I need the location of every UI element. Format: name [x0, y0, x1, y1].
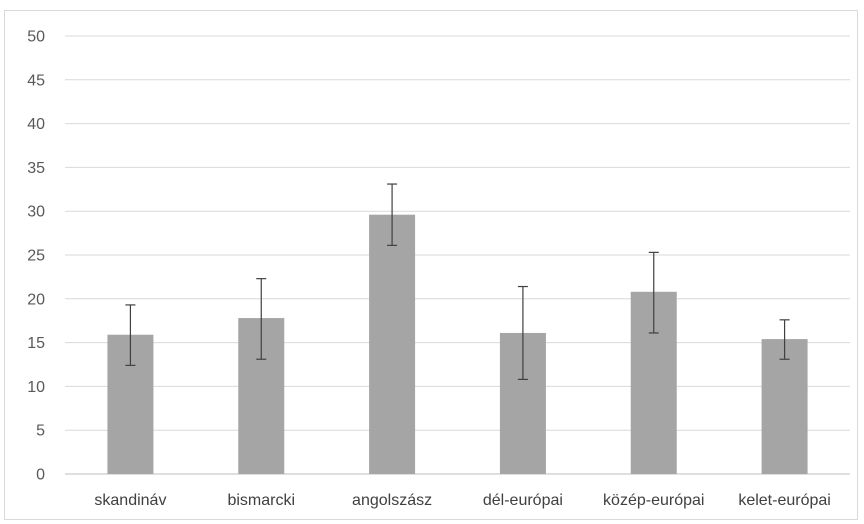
bar: [761, 339, 808, 474]
y-tick-label: 0: [36, 467, 45, 484]
x-tick-label: közép-európai: [603, 492, 704, 509]
y-tick-label: 45: [27, 72, 45, 89]
y-tick-label: 20: [27, 291, 45, 308]
y-tick-label: 15: [27, 335, 45, 352]
y-tick-label: 25: [27, 248, 45, 265]
y-tick-label: 5: [36, 423, 45, 440]
x-tick-label: bismarcki: [227, 492, 295, 509]
x-tick-label: angolszász: [352, 492, 432, 509]
x-tick-label: dél-európai: [483, 492, 563, 509]
y-tick-label: 30: [27, 204, 45, 221]
y-tick-label: 10: [27, 379, 45, 396]
bar: [369, 214, 416, 475]
x-tick-label: kelet-európai: [738, 492, 831, 509]
y-tick-label: 40: [27, 116, 45, 133]
x-tick-label: skandináv: [94, 492, 166, 509]
y-tick-label: 35: [27, 160, 45, 177]
y-tick-label: 50: [27, 29, 45, 46]
